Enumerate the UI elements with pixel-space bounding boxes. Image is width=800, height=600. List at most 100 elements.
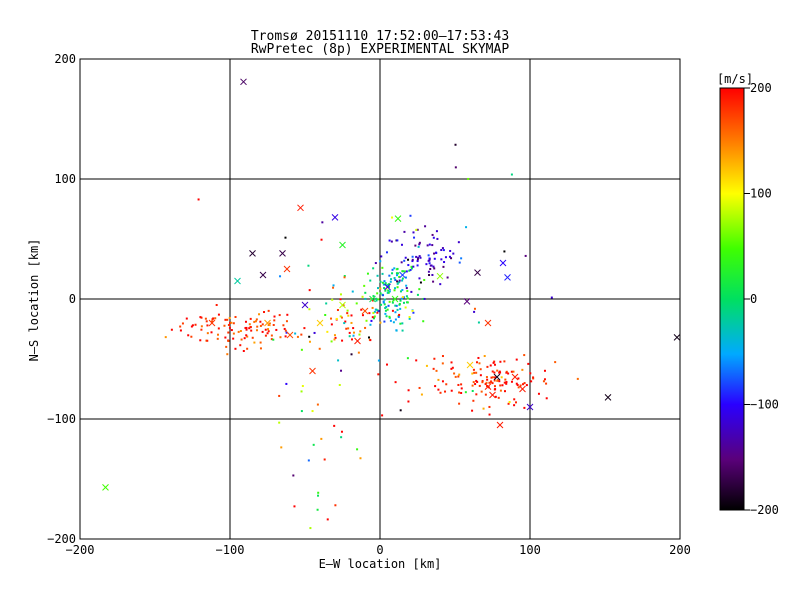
data-point [440,249,443,252]
data-point [245,328,248,331]
data-point [371,316,374,319]
data-point [217,327,220,330]
data-point [280,446,283,449]
data-point [393,277,396,280]
data-point [448,255,451,258]
data-point [397,272,400,275]
data-point [499,360,502,363]
data-point [326,518,329,521]
data-point [308,340,311,343]
data-point [433,252,436,255]
data-point [490,376,493,379]
data-point [333,424,336,427]
data-point [437,378,440,381]
data-point-cross [673,334,681,341]
data-point [368,312,371,315]
data-point [245,326,248,329]
data-point [345,327,348,330]
data-point-cross [399,271,406,279]
data-point-cross [519,385,526,393]
chart-title: Tromsø 20151110 17:52:00–17:53:43 [251,29,509,44]
cross-stroke [286,331,294,339]
data-point [398,275,401,278]
data-point [437,388,440,391]
data-point [419,256,422,259]
data-point [366,272,369,275]
data-point [350,314,353,317]
data-point [432,367,435,370]
data-point [485,376,488,379]
data-point [489,364,492,367]
x-tick-label: −200 [66,543,95,557]
data-point [400,243,403,246]
data-point [483,355,486,358]
data-point [307,264,310,267]
data-point [361,295,364,298]
data-point [505,371,508,374]
data-point [200,328,203,331]
data-point [330,323,333,326]
x-tick-label: 200 [669,543,691,557]
data-point [259,320,262,323]
data-point [442,249,445,252]
data-point [229,321,232,324]
data-point [382,301,385,304]
data-point [370,319,373,322]
data-point [496,379,499,382]
data-point [234,347,237,350]
data-point [383,320,386,323]
data-point [321,221,324,224]
data-point [237,330,240,333]
data-point-cross [234,277,241,285]
data-point [381,272,384,275]
data-point [361,314,364,317]
data-point [471,384,474,387]
data-point [255,329,258,332]
data-point-cross [526,403,534,411]
data-point [412,311,415,314]
data-point [401,329,404,332]
data-point [493,379,496,382]
data-point [232,322,235,325]
data-point [387,283,390,286]
cross-stroke [279,250,286,257]
data-point [318,347,321,350]
data-point [519,384,522,387]
cross-stroke [604,394,612,401]
data-point [406,289,409,292]
data-point [442,265,445,268]
cross-stroke [234,277,241,285]
data-point [505,381,508,384]
data-point [249,326,252,329]
data-point [263,311,266,314]
data-point [199,316,202,319]
data-point [335,317,338,320]
data-point [413,236,416,239]
data-point [452,252,455,255]
data-point [398,303,401,306]
data-point [300,410,303,413]
data-point [457,383,460,386]
cross-stroke [301,301,309,309]
data-point [471,372,474,375]
cross-stroke [369,295,376,303]
data-point [275,328,278,331]
data-point [170,328,173,331]
data-point [285,331,288,334]
data-point [465,226,468,229]
y-axis: −200 −100 0 100 200 [47,52,76,546]
data-point [523,406,526,409]
data-point [374,308,377,311]
data-point [393,267,396,270]
data-point [283,327,286,330]
y-tick-label: 100 [54,172,76,186]
data-point [426,244,429,247]
data-point [292,474,295,477]
data-point [337,359,340,362]
data-point-cross [511,373,519,381]
data-point [412,265,415,268]
data-point [391,272,394,275]
data-point [450,389,453,392]
colorbar-tick-label: 0 [750,292,757,306]
data-point [406,301,409,304]
